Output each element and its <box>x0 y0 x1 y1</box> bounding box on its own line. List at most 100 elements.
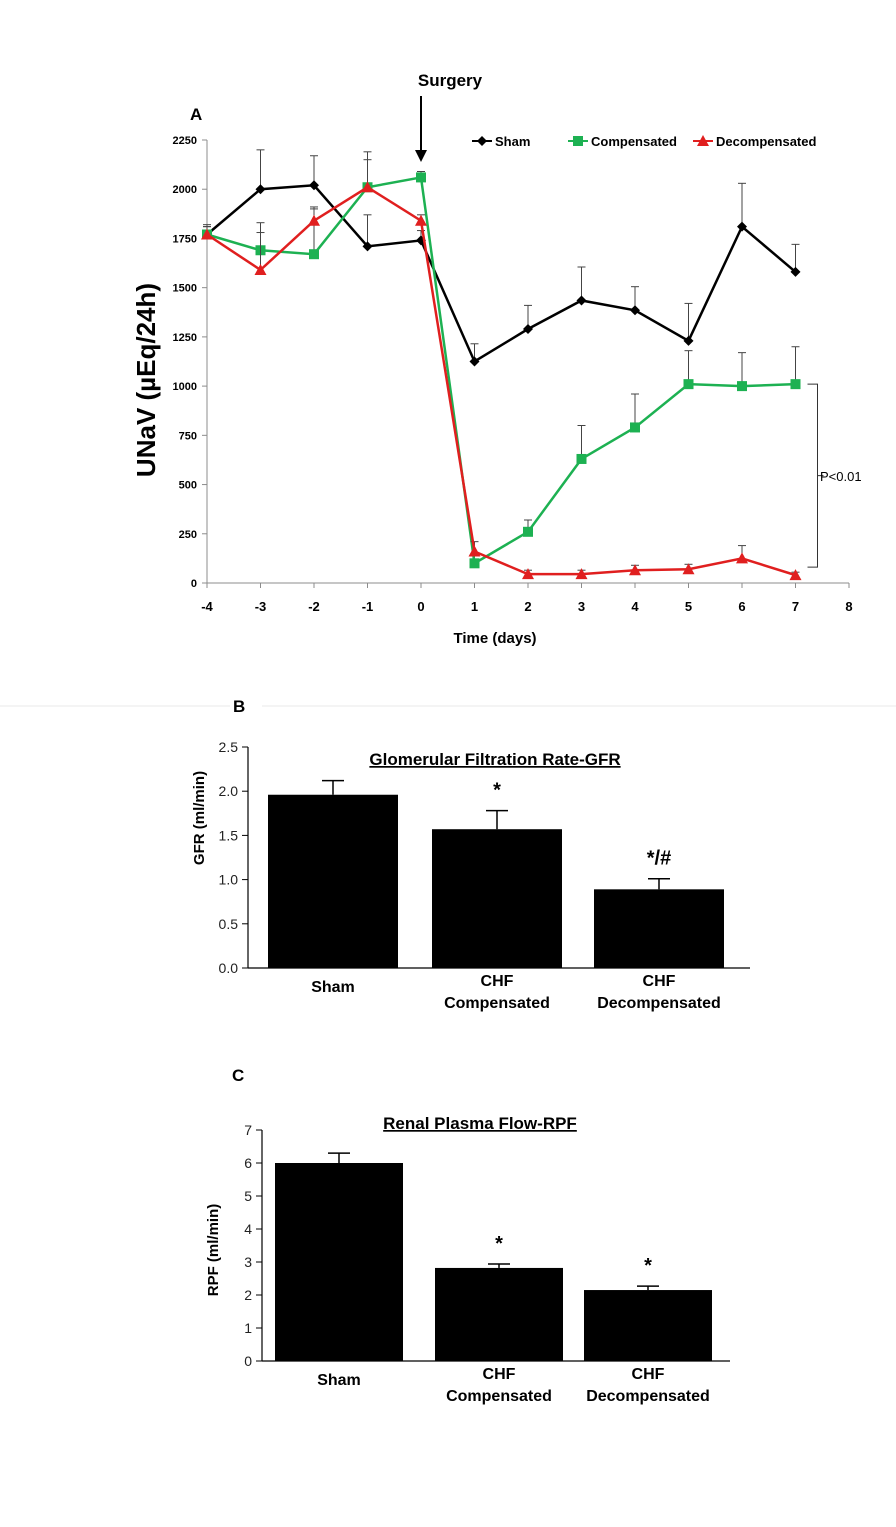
series-sham <box>202 149 801 367</box>
y-tick-label: 250 <box>179 529 197 541</box>
x-tick-label: 1 <box>471 599 478 614</box>
data-point <box>683 335 694 346</box>
data-point <box>630 305 640 316</box>
data-point <box>468 545 481 557</box>
panel-c-label: C <box>232 1066 244 1085</box>
data-point <box>790 266 801 277</box>
bracket-line <box>807 383 818 568</box>
data-point <box>255 184 266 195</box>
bar <box>435 1267 563 1361</box>
data-point <box>469 356 480 367</box>
legend-marker <box>573 136 583 146</box>
legend-label: Sham <box>495 134 530 149</box>
legend-entry: Decompensated <box>693 134 816 149</box>
data-point <box>361 181 374 193</box>
data-point <box>469 558 480 569</box>
significance-marker: * <box>495 1233 503 1255</box>
category-label: Decompensated <box>586 1388 710 1405</box>
y-tick-label: 2 <box>244 1287 252 1303</box>
significance-marker: * <box>493 780 501 802</box>
category-label: CHF <box>632 1366 665 1383</box>
bar <box>432 829 562 968</box>
data-point <box>309 180 319 191</box>
category-label: Sham <box>317 1372 361 1389</box>
data-point <box>415 214 427 226</box>
data-point <box>309 249 319 260</box>
y-tick-label: 500 <box>179 480 197 492</box>
data-point <box>737 381 747 392</box>
data-point <box>790 379 801 390</box>
data-point <box>254 263 267 275</box>
panel-c-plot: 0 1 2 3 4 5 6 7 Sham * CHF Compensated * CHF Decompens… <box>244 1122 730 1405</box>
significance-label: P<0.01 <box>820 469 862 484</box>
y-tick-label: 0.5 <box>219 916 239 932</box>
panel-b-plot: 0.0 0.5 1.0 1.5 2.0 2.5 Sham * CHF Compensated */#… <box>219 739 750 1012</box>
data-point <box>523 324 533 335</box>
y-tick-label: 2.0 <box>219 783 239 799</box>
x-tick-label: 3 <box>578 599 585 614</box>
category-label: CHF <box>643 973 676 990</box>
data-point <box>576 453 587 464</box>
category-label: Sham <box>311 979 355 996</box>
y-tick-label: 0.0 <box>219 960 239 976</box>
panel-c-title: Renal Plasma Flow-RPF <box>383 1114 577 1133</box>
panel-b-label: B <box>233 697 245 716</box>
y-tick-label: 5 <box>244 1188 252 1204</box>
y-tick-label: 1750 <box>173 233 197 245</box>
panel-a-label: A <box>190 105 202 124</box>
bar <box>594 889 724 968</box>
data-point <box>789 569 802 581</box>
x-tick-label: -4 <box>201 599 213 614</box>
series-line <box>206 185 796 577</box>
y-tick-label: 0 <box>244 1353 252 1369</box>
y-tick-label: 3 <box>244 1254 252 1270</box>
panel-b-title: Glomerular Filtration Rate-GFR <box>369 750 620 769</box>
y-tick-label: 4 <box>244 1221 252 1237</box>
y-tick-label: 2250 <box>173 135 197 147</box>
panel-a-legend: Sham Compensated Decompensated <box>472 134 816 149</box>
panel-b-bar-chart: B Glomerular Filtration Rate-GFR GFR (ml… <box>191 697 750 1012</box>
data-point <box>523 526 533 537</box>
significance-marker: * <box>644 1255 652 1277</box>
surgery-arrow-head <box>415 150 427 162</box>
data-point <box>362 241 373 252</box>
x-tick-label: 8 <box>845 599 852 614</box>
y-tick-label: 6 <box>244 1155 252 1171</box>
y-tick-label: 1 <box>244 1320 252 1336</box>
data-point <box>308 214 320 226</box>
category-label: Compensated <box>444 995 550 1012</box>
panel-a-series <box>201 149 802 581</box>
x-tick-label: 0 <box>417 599 424 614</box>
panel-a-line-chart: A Surgery 025050075010001250150017502000… <box>131 71 862 647</box>
data-point <box>683 379 694 390</box>
data-point <box>522 568 534 580</box>
panel-b-ylabel: GFR (ml/min) <box>191 771 208 865</box>
x-tick-label: 6 <box>738 599 745 614</box>
surgery-annotation: Surgery <box>418 71 483 90</box>
category-label: CHF <box>481 973 514 990</box>
series-compensated <box>202 159 801 569</box>
category-label: CHF <box>483 1366 516 1383</box>
y-tick-label: 7 <box>244 1122 252 1138</box>
significance-marker: */# <box>647 848 671 870</box>
data-point <box>416 172 426 183</box>
legend-label: Compensated <box>591 134 677 149</box>
y-tick-label: 1000 <box>173 381 197 393</box>
series-line <box>206 183 797 364</box>
category-label: Decompensated <box>597 995 721 1012</box>
data-point <box>629 564 641 576</box>
y-tick-label: 750 <box>179 430 197 442</box>
x-tick-label: 7 <box>792 599 799 614</box>
x-tick-label: 4 <box>631 599 639 614</box>
x-tick-label: -1 <box>362 599 374 614</box>
y-tick-label: 0 <box>191 578 197 590</box>
data-point <box>575 568 588 580</box>
data-point <box>682 563 695 575</box>
series-decompensated <box>201 151 802 581</box>
x-tick-label: -2 <box>308 599 320 614</box>
panel-c-ylabel: RPF (ml/min) <box>205 1204 222 1297</box>
legend-entry: Sham <box>472 134 530 149</box>
legend-entry: Compensated <box>568 134 677 149</box>
